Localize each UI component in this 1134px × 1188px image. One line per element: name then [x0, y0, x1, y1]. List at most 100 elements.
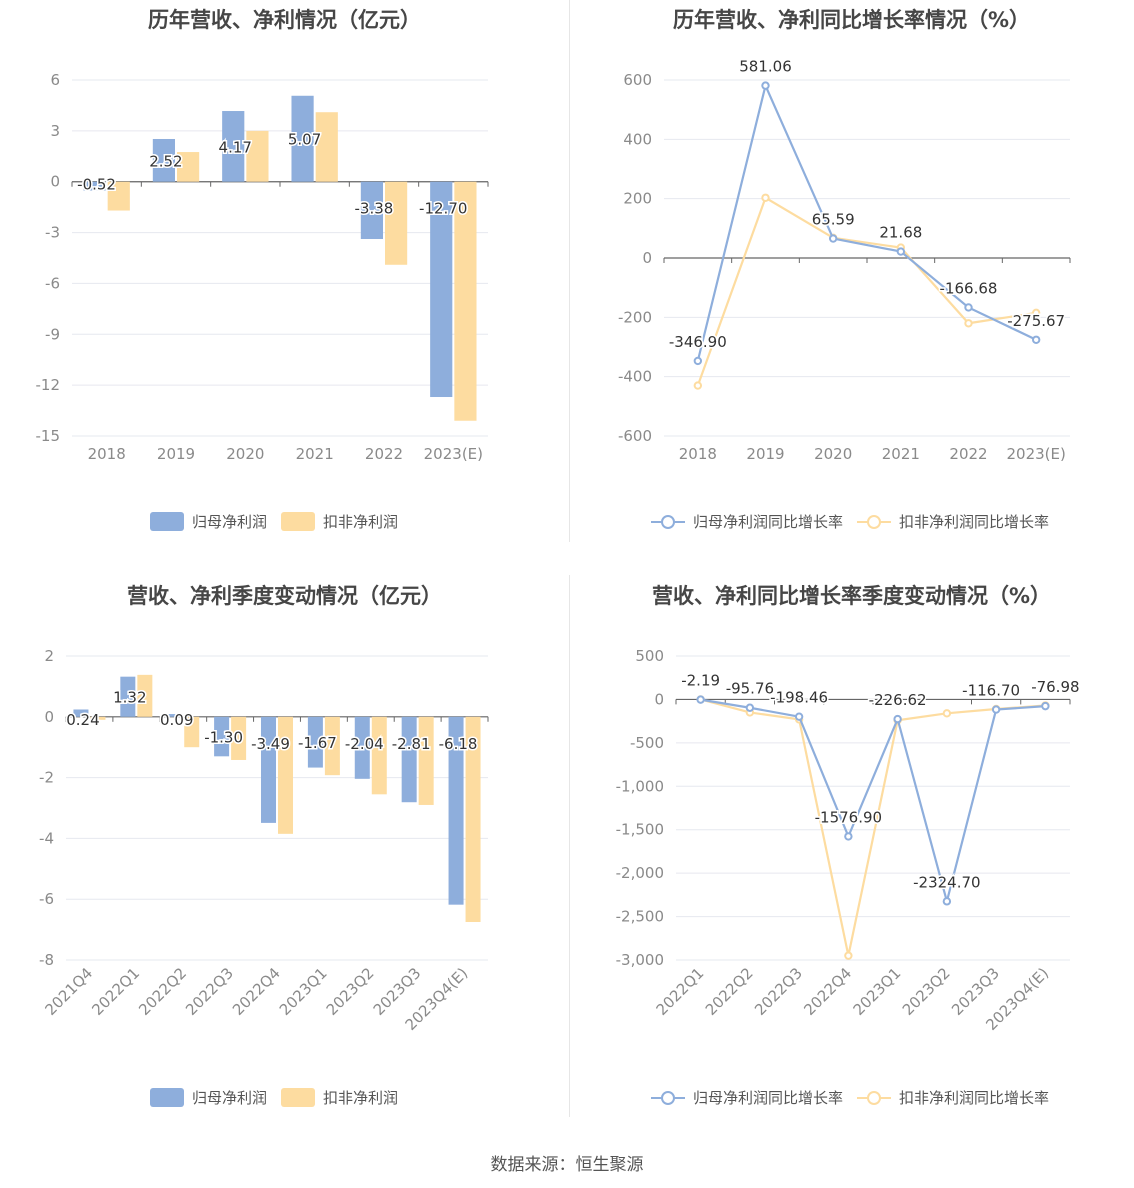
data-label: 21.68 [879, 224, 922, 242]
point-koufei-rate [844, 951, 853, 960]
x-tick-label: 2022Q1 [653, 964, 708, 1019]
y-tick-label: -6 [45, 274, 60, 292]
x-tick-label: 2022Q3 [182, 964, 237, 1019]
y-tick-label: -2,500 [616, 908, 664, 926]
y-tick-label: -9 [45, 325, 60, 343]
legend-item-guimu[interactable]: 归母净利润 [150, 1087, 267, 1108]
x-tick-label: 2022 [949, 445, 987, 463]
bar-koufei [454, 181, 477, 421]
data-label: -198.46 [770, 689, 828, 707]
chart1-legend[interactable]: 归母净利润 扣非净利润 [150, 511, 398, 532]
bar-koufei [246, 130, 269, 182]
line-guimu-rate [700, 698, 1046, 906]
data-label: 5.07 [288, 131, 321, 149]
x-tick-label: 2021 [882, 445, 920, 463]
x-tick-label: 2022Q2 [702, 964, 757, 1019]
point-guimu-rate [844, 832, 853, 841]
point-koufei-rate [1031, 308, 1041, 318]
bar-koufei [278, 716, 294, 834]
data-label: -2.19 [681, 672, 720, 690]
y-tick-label: 500 [635, 647, 664, 665]
bar-koufei [315, 112, 338, 182]
data-label: -0.52 [77, 176, 116, 194]
bar-koufei [385, 181, 408, 265]
legend-swatch-blue [150, 512, 184, 531]
y-tick-label: -200 [618, 308, 652, 326]
data-label: -76.98 [1031, 678, 1079, 696]
point-guimu-rate [745, 703, 755, 712]
legend-label: 扣非净利润同比增长率 [899, 513, 1050, 531]
data-label: -95.76 [726, 680, 774, 698]
legend-item-koufei-rate[interactable]: 扣非净利润同比增长率 [857, 511, 1049, 532]
data-label: -2.81 [392, 735, 431, 753]
vertical-divider-bottom [569, 575, 570, 1117]
bar-guimu [360, 181, 383, 240]
point-guimu-rate [794, 712, 804, 721]
x-tick-label: 2021Q4 [41, 964, 96, 1019]
x-tick-label: 2023Q1 [850, 964, 905, 1019]
y-tick-label: 0 [642, 249, 652, 267]
legend-item-koufei-rate[interactable]: 扣非净利润同比增长率 [857, 1087, 1049, 1108]
data-label: -226.62 [869, 691, 927, 709]
bar-guimu [152, 138, 175, 182]
legend-swatch-yellow [281, 1088, 316, 1107]
y-tick-label: 0 [44, 708, 54, 726]
chart4-legend[interactable]: 归母净利润同比增长率 扣非净利润同比增长率 [651, 1087, 1049, 1108]
legend-label: 归母净利润 [192, 513, 268, 531]
x-tick-label: 2023Q2 [323, 964, 378, 1019]
data-label: -3.49 [251, 735, 290, 753]
bar-koufei [371, 716, 387, 795]
x-tick-label: 2022Q1 [88, 964, 143, 1019]
data-label: -116.70 [962, 682, 1020, 700]
legend-item-guimu[interactable]: 归母净利润 [150, 511, 267, 532]
x-tick-label: 2019 [746, 445, 784, 463]
legend-label: 归母净利润 [192, 1089, 268, 1107]
chart3-legend[interactable]: 归母净利润 扣非净利润 [150, 1087, 398, 1108]
bar-guimu [448, 716, 464, 905]
y-tick-label: -1,500 [616, 821, 664, 839]
x-tick-label: 2023(E) [424, 445, 483, 463]
point-guimu-rate [761, 81, 770, 90]
point-guimu-rate [1031, 335, 1041, 344]
y-tick-label: 0 [50, 173, 60, 191]
bar-koufei [177, 152, 200, 182]
bar-guimu [430, 181, 453, 398]
data-label: -1.67 [298, 734, 337, 752]
point-guimu-rate [1041, 701, 1050, 711]
bar-guimu [222, 111, 245, 182]
chart2-legend[interactable]: 归母净利润同比增长率 扣非净利润同比增长率 [651, 511, 1049, 532]
chart3-title: 营收、净利季度变动情况（亿元） [127, 584, 442, 608]
y-tick-label: -2,000 [616, 864, 664, 882]
legend-item-koufei[interactable]: 扣非净利润 [281, 1087, 398, 1108]
bar-guimu [83, 181, 106, 191]
data-label: 581.06 [739, 58, 792, 76]
data-label: -346.90 [669, 333, 727, 351]
x-tick-label: 2023Q2 [899, 964, 954, 1019]
legend-swatch-yellow-line [857, 1088, 892, 1107]
legend-item-koufei[interactable]: 扣非净利润 [281, 511, 398, 532]
legend-label: 归母净利润同比增长率 [693, 1089, 844, 1107]
y-tick-label: -600 [618, 427, 652, 445]
line-koufei-rate [696, 196, 1037, 386]
y-tick-label: 0 [654, 690, 664, 708]
y-tick-label: -12 [36, 376, 61, 394]
vertical-divider-top [569, 0, 570, 542]
y-tick-label: 6 [50, 71, 60, 89]
legend-item-guimu-rate[interactable]: 归母净利润同比增长率 [651, 1087, 843, 1108]
x-tick-label: 2022Q4 [800, 964, 855, 1019]
x-tick-label: 2023(E) [1006, 445, 1065, 463]
bar-guimu [167, 714, 183, 717]
data-label: -166.68 [940, 279, 998, 297]
data-label: 2.52 [149, 152, 182, 170]
legend-label: 扣非净利润 [323, 1089, 399, 1107]
y-tick-label: -8 [39, 951, 54, 969]
point-koufei-rate [964, 319, 973, 328]
x-tick-label: 2021 [296, 445, 334, 463]
bar-koufei [231, 716, 247, 760]
y-tick-label: 200 [623, 190, 652, 208]
point-guimu-rate [893, 714, 902, 724]
data-label: 65.59 [812, 211, 855, 229]
bar-guimu [214, 716, 230, 757]
x-tick-label: 2022Q3 [751, 964, 806, 1019]
legend-item-guimu-rate[interactable]: 归母净利润同比增长率 [651, 511, 843, 532]
